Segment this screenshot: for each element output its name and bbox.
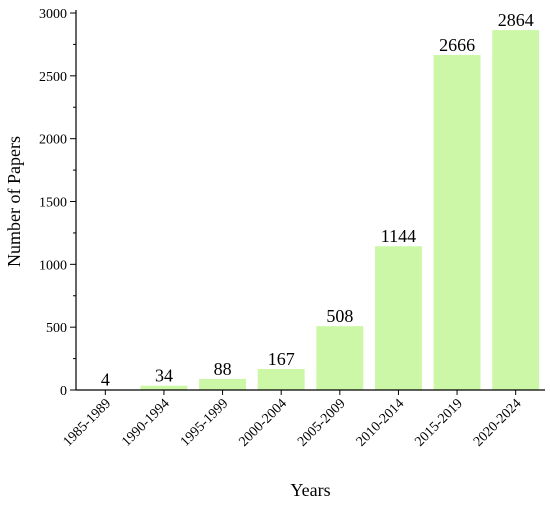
bar-value-label: 4: [101, 369, 110, 389]
bar: [257, 369, 305, 390]
y-axis-title: Number of Papers: [4, 136, 24, 267]
y-tick-label: 2000: [39, 133, 67, 148]
bar: [492, 30, 540, 390]
bar: [199, 378, 247, 390]
bar: [316, 326, 364, 390]
y-ticks-layer: 0 500 1000 1500 2000 2500 3000: [39, 7, 76, 399]
x-tick-label: 1985-1989: [61, 396, 115, 450]
x-tick-label: 2015-2019: [412, 396, 466, 450]
y-tick-label: 0: [60, 384, 67, 399]
bar: [140, 385, 188, 390]
x-ticks-layer: 1985-1989 1990-1994 1995-1999 2000-2004 2005…: [61, 390, 525, 450]
y-tick-label: 1000: [39, 258, 67, 273]
bar: [374, 246, 422, 390]
bar: [433, 54, 481, 391]
y-tick-label: 500: [46, 321, 67, 336]
y-tick-label: 1500: [39, 196, 67, 211]
x-tick-label: 2000-2004: [237, 396, 291, 450]
x-axis-title: Years: [290, 480, 330, 500]
bar-value-label: 88: [214, 359, 232, 379]
x-tick-label: 2020-2024: [471, 396, 525, 450]
bar-value-label: 1144: [381, 226, 416, 246]
value-labels-layer: 4 34 88 167 508 1144 2666 2864: [101, 10, 534, 389]
y-tick-label: 2500: [39, 70, 67, 85]
x-tick-label: 1995-1999: [178, 396, 232, 450]
bar-value-label: 508: [326, 306, 353, 326]
x-tick-label: 1990-1994: [119, 396, 173, 450]
x-tick-label: 2005-2009: [295, 396, 349, 450]
bar-value-label: 2864: [498, 10, 534, 30]
bars-layer: [81, 30, 540, 391]
x-tick-label: 2010-2014: [354, 396, 408, 450]
bar-value-label: 167: [268, 349, 295, 369]
y-tick-label: 3000: [39, 7, 67, 22]
bar-value-label: 2666: [439, 35, 475, 55]
bar-value-label: 34: [155, 366, 173, 386]
